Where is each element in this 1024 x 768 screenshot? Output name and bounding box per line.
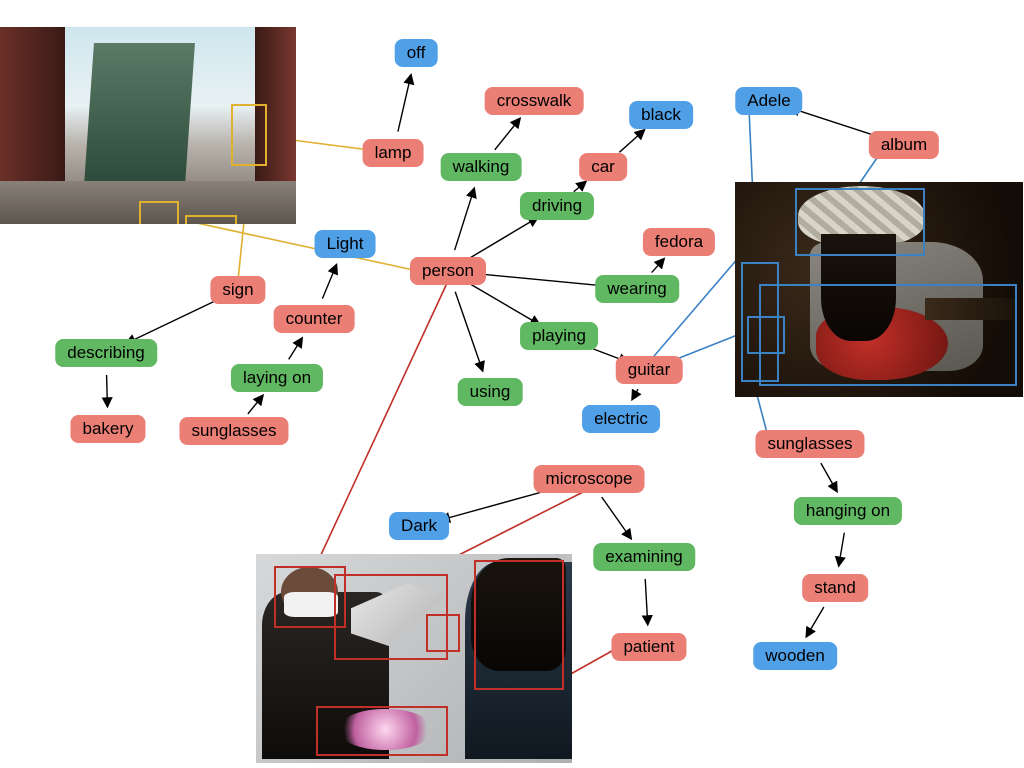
edge-person-driving [467, 217, 538, 259]
node-counter: counter [274, 305, 355, 333]
edge-person-wearing [470, 273, 615, 287]
node-wooden: wooden [753, 642, 837, 670]
node-stand: stand [802, 574, 868, 602]
node-Dark: Dark [389, 512, 449, 540]
edge-microscope-examining [602, 497, 632, 539]
bbox-guitarist-3 [747, 316, 785, 354]
node-black: black [629, 101, 693, 129]
node-playing: playing [520, 322, 598, 350]
node-walking: walking [441, 153, 522, 181]
edge-layingon-counter [289, 338, 303, 360]
node-describing: describing [55, 339, 157, 367]
node-sunglasses2: sunglasses [755, 430, 864, 458]
bbox-street-0 [231, 104, 267, 166]
edge-person-playing [467, 282, 540, 325]
edge-stand-wooden [806, 607, 824, 637]
bbox-guitarist-1 [759, 284, 1017, 386]
node-using: using [458, 378, 523, 406]
image-dentist [256, 554, 572, 763]
node-layingon: laying on [231, 364, 323, 392]
edge-person-using [455, 292, 483, 371]
edge-album-Adele [790, 108, 883, 138]
edge-hangingon-stand [839, 533, 845, 567]
node-wearing: wearing [595, 275, 679, 303]
node-crosswalk: crosswalk [485, 87, 584, 115]
node-Adele: Adele [735, 87, 802, 115]
edge-lamp-off [398, 74, 411, 131]
edge-sunglasses2-hangingon [821, 463, 837, 492]
edge-driving-car [574, 181, 586, 192]
image-guitarist [735, 182, 1023, 397]
edge-sunglasses1-layingon [248, 395, 263, 414]
edge-walking-crosswalk [495, 118, 520, 150]
node-electric: electric [582, 405, 660, 433]
edge-car-black [619, 130, 644, 153]
edge-sign-describing [126, 299, 218, 343]
edge-examining-patient [645, 579, 648, 625]
node-lamp: lamp [363, 139, 424, 167]
node-examining: examining [593, 543, 695, 571]
node-sign: sign [210, 276, 265, 304]
edge-person-walking [455, 188, 475, 250]
node-patient: patient [611, 633, 686, 661]
edge-describing-bakery [107, 375, 108, 407]
node-album: album [869, 131, 939, 159]
bbox-street-1 [139, 201, 179, 224]
edge-wearing-fedora [652, 258, 665, 272]
node-sunglasses1: sunglasses [179, 417, 288, 445]
node-Light: Light [315, 230, 376, 258]
edge-guitar-electric [632, 389, 638, 400]
image-street [0, 27, 296, 224]
node-hangingon: hanging on [794, 497, 902, 525]
bbox-dentist-4 [316, 706, 448, 756]
node-off: off [395, 39, 438, 67]
node-guitar: guitar [616, 356, 683, 384]
bbox-dentist-2 [426, 614, 460, 652]
node-microscope: microscope [534, 465, 645, 493]
bbox-guitarist-0 [795, 188, 925, 256]
node-bakery: bakery [70, 415, 145, 443]
bbox-dentist-3 [474, 560, 564, 690]
node-driving: driving [520, 192, 594, 220]
node-fedora: fedora [643, 228, 715, 256]
link-guitar [649, 250, 745, 362]
node-car: car [579, 153, 627, 181]
bbox-street-2 [185, 215, 237, 224]
edge-counter-Light [322, 264, 336, 298]
node-person: person [410, 257, 486, 285]
